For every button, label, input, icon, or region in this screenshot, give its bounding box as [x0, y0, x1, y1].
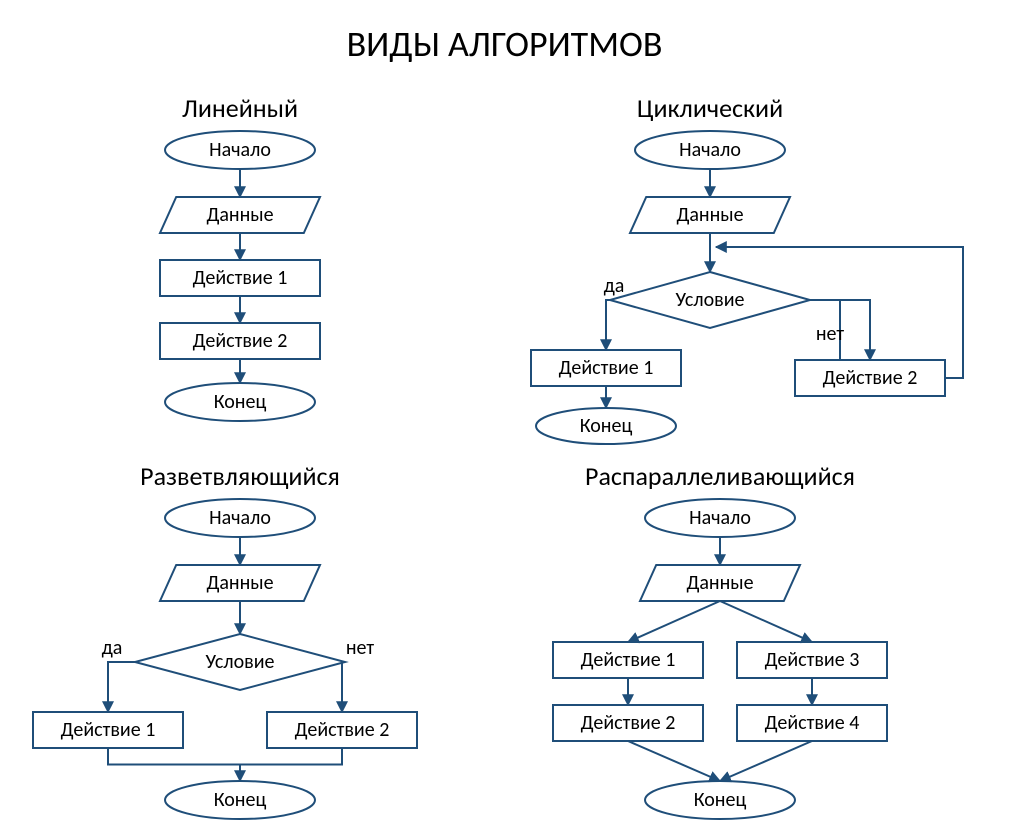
svg-text:Начало: Начало — [209, 138, 271, 162]
node-b_start: Начало — [165, 499, 315, 537]
node-l_start: Начало — [165, 131, 315, 169]
svg-text:да: да — [102, 636, 123, 660]
node-p_act2: Действие 2 — [553, 705, 703, 741]
svg-text:Данные: Данные — [676, 203, 743, 227]
svg-text:Начало: Начало — [209, 506, 271, 530]
diagram-canvas: ВИДЫ АЛГОРИТМОВ НачалоДанныеДействие 1Де… — [0, 0, 1009, 840]
svg-text:Действие 2: Действие 2 — [823, 366, 918, 390]
svg-text:нет: нет — [346, 636, 375, 660]
node-c_act2: Действие 2 — [795, 360, 945, 396]
svg-text:Конец: Конец — [214, 390, 267, 414]
svg-text:Условие: Условие — [206, 650, 275, 674]
svg-text:Действие 4: Действие 4 — [765, 711, 860, 735]
node-l_act1: Действие 1 — [160, 260, 320, 296]
svg-text:Начало: Начало — [689, 506, 751, 530]
svg-text:Действие 3: Действие 3 — [765, 648, 860, 672]
svg-text:Действие 1: Действие 1 — [61, 718, 156, 742]
node-l_act2: Действие 2 — [160, 323, 320, 359]
node-b_cond: Условие — [135, 634, 345, 690]
node-b_act1: Действие 1 — [33, 712, 183, 748]
node-c_data: Данные — [630, 197, 790, 233]
node-p_act4: Действие 4 — [737, 705, 887, 741]
svg-text:Данные: Данные — [686, 571, 753, 595]
svg-text:Действие 2: Действие 2 — [295, 718, 390, 742]
node-p_act3: Действие 3 — [737, 642, 887, 678]
svg-text:да: да — [604, 274, 625, 298]
svg-text:Конец: Конец — [694, 788, 747, 812]
node-b_data: Данные — [160, 565, 320, 601]
svg-text:Действие 1: Действие 1 — [193, 266, 288, 290]
node-p_end: Конец — [645, 781, 795, 819]
flowchart-svg: Начало Данные Действие 1 Действие 2 Конец Нач… — [0, 0, 1009, 840]
svg-text:Начало: Начало — [679, 138, 741, 162]
node-b_end: Конец — [165, 781, 315, 819]
node-p_data: Данные — [640, 565, 800, 601]
node-l_data: Данные — [160, 197, 320, 233]
svg-text:Конец: Конец — [580, 414, 633, 438]
svg-text:Действие 2: Действие 2 — [193, 329, 288, 353]
node-p_act1: Действие 1 — [553, 642, 703, 678]
svg-text:Действие 1: Действие 1 — [559, 356, 654, 380]
node-c_start: Начало — [635, 131, 785, 169]
svg-text:Действие 2: Действие 2 — [581, 711, 676, 735]
node-c_act1: Действие 1 — [531, 350, 681, 386]
node-c_end: Конец — [536, 408, 676, 444]
node-p_start: Начало — [645, 499, 795, 537]
svg-text:нет: нет — [816, 322, 845, 346]
node-l_end: Конец — [165, 383, 315, 421]
svg-text:Данные: Данные — [206, 571, 273, 595]
node-c_cond: Условие — [610, 272, 810, 328]
node-b_act2: Действие 2 — [267, 712, 417, 748]
svg-text:Данные: Данные — [206, 203, 273, 227]
svg-text:Действие 1: Действие 1 — [581, 648, 676, 672]
svg-text:Конец: Конец — [214, 788, 267, 812]
svg-text:Условие: Условие — [676, 288, 745, 312]
